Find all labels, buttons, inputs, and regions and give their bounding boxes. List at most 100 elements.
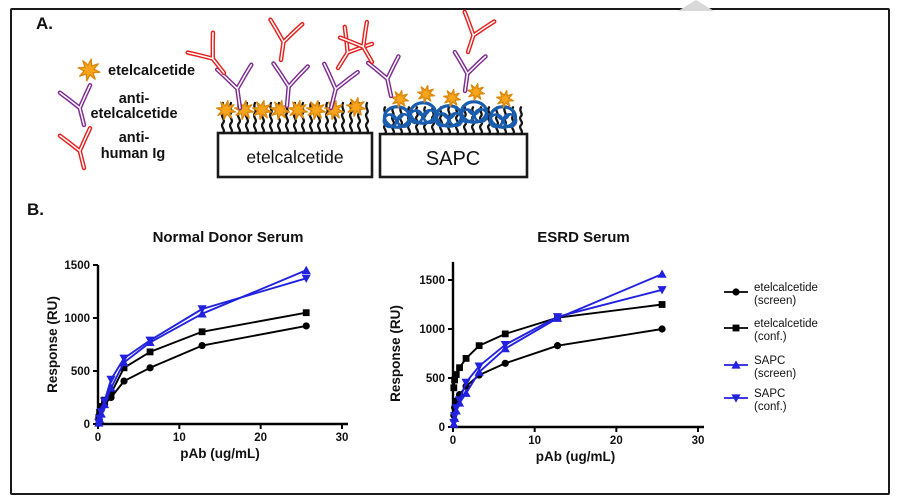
data-point-square bbox=[450, 384, 458, 392]
data-point-circle bbox=[302, 322, 310, 330]
x-tick-label: 20 bbox=[254, 432, 267, 444]
sapc-loop bbox=[441, 112, 457, 120]
data-point-square bbox=[456, 364, 463, 372]
series-line-circle bbox=[452, 328, 663, 416]
data-point-triangle-down bbox=[451, 404, 461, 413]
sapc-loop bbox=[466, 108, 482, 116]
data-point-triangle-down bbox=[449, 418, 459, 428]
bound-anti-human-ig-icon bbox=[185, 30, 227, 76]
data-point-triangle-up bbox=[474, 367, 484, 376]
key-label-etelcalcetide: etelcalcetide bbox=[108, 63, 195, 79]
x-tick-label: 20 bbox=[610, 435, 623, 447]
sapc-molecule-icon bbox=[382, 105, 412, 129]
dextran-chain-icon bbox=[364, 101, 370, 135]
surface-star-icon bbox=[270, 99, 290, 121]
data-point-triangle-down bbox=[119, 354, 129, 363]
page-curl-artifact bbox=[678, 0, 714, 11]
antibody-inner-line bbox=[323, 63, 359, 109]
series-line-triangle-down bbox=[97, 277, 307, 423]
legend-label-line2: (screen) bbox=[754, 368, 796, 380]
data-point-square bbox=[475, 342, 483, 350]
data-point-triangle-up bbox=[301, 265, 311, 274]
y-tick-label: 1500 bbox=[64, 260, 90, 272]
key-anti-etelcalcetide-icon bbox=[57, 83, 93, 128]
x-tick-label: 30 bbox=[692, 435, 705, 447]
sapc-star-icon bbox=[391, 89, 409, 109]
data-point-triangle-up bbox=[657, 269, 667, 278]
sapc-loop bbox=[389, 113, 405, 121]
dextran-chain-icon bbox=[398, 106, 404, 136]
data-point-square bbox=[107, 389, 115, 397]
sapc-loop bbox=[408, 101, 438, 125]
bound-anti-human-ig-icon bbox=[335, 24, 375, 71]
x-tick-label: 10 bbox=[528, 435, 541, 447]
y-tick-label: 1000 bbox=[419, 324, 445, 336]
data-point-triangle-down bbox=[301, 274, 311, 283]
data-point-circle bbox=[198, 341, 206, 350]
key-label-anti-etelcalcetide: etelcalcetide bbox=[90, 106, 177, 122]
sapc-star-icon bbox=[417, 84, 435, 104]
legend-label-line2: (conf.) bbox=[754, 331, 787, 343]
dextran-chain-icon bbox=[454, 106, 460, 136]
key-star-icon bbox=[77, 58, 101, 82]
data-point-square bbox=[146, 348, 154, 356]
chart-title: Normal Donor Serum bbox=[153, 229, 304, 246]
data-point-triangle-down bbox=[552, 313, 563, 322]
key-anti-human-ig-icon bbox=[57, 126, 93, 171]
data-point-circle bbox=[120, 377, 128, 385]
legend-marker-circle bbox=[732, 288, 740, 296]
bound-anti-etelcalcetide-icon bbox=[214, 62, 254, 111]
sapc-star-icon bbox=[467, 82, 485, 102]
data-point-square bbox=[302, 309, 310, 317]
bound-anti-etelcalcetide-icon bbox=[322, 61, 360, 111]
sapc-star-icon bbox=[443, 88, 461, 108]
data-point-square bbox=[658, 301, 666, 308]
antibody-inner-line bbox=[367, 55, 400, 97]
legend-label-line1: SAPC bbox=[754, 355, 785, 367]
data-point-circle bbox=[658, 325, 666, 333]
surface-star-icon bbox=[215, 99, 237, 121]
y-axis-label: Response (RU) bbox=[388, 305, 403, 402]
figure-border bbox=[10, 8, 890, 495]
antibody-inner-line bbox=[463, 11, 495, 53]
surface-star-icon bbox=[346, 96, 366, 118]
data-point-triangle-down bbox=[99, 397, 110, 406]
data-point-circle bbox=[553, 342, 562, 350]
data-point-square bbox=[462, 355, 470, 362]
bound-anti-human-ig-icon bbox=[462, 9, 497, 55]
dextran-chain-icon bbox=[284, 101, 290, 135]
data-point-triangle-down bbox=[106, 375, 116, 385]
surface-star-icon bbox=[251, 99, 272, 121]
bound-anti-human-ig-icon bbox=[337, 19, 375, 65]
chart-title: ESRD Serum bbox=[537, 229, 630, 246]
dextran-chain-icon bbox=[494, 106, 500, 136]
dextran-chain-icon bbox=[438, 106, 444, 136]
chart-legend: etelcalcetide(screen)etelcalcetide(conf.… bbox=[724, 282, 818, 413]
data-point-square bbox=[198, 328, 206, 336]
data-point-triangle-up bbox=[461, 388, 471, 397]
etelcalcetide-box-label: etelcalcetide bbox=[246, 147, 343, 167]
antibody-inner-line bbox=[59, 84, 91, 126]
surface-star-icon bbox=[306, 99, 326, 121]
antibody-inner-line bbox=[269, 18, 304, 61]
bound-anti-etelcalcetide-icon bbox=[452, 49, 488, 94]
sapc-surface-box bbox=[378, 132, 529, 179]
y-axis-label: Response (RU) bbox=[45, 296, 60, 393]
x-axis-label: pAb (ug/mL) bbox=[180, 446, 259, 461]
dextran-chain-icon bbox=[518, 106, 524, 136]
data-point-circle bbox=[146, 364, 154, 372]
legend-label-line1: etelcalcetide bbox=[754, 318, 818, 330]
data-point-square bbox=[501, 330, 509, 338]
legend-marker-triangle-up bbox=[731, 360, 741, 369]
legend-marker-square bbox=[732, 324, 740, 332]
bound-anti-human-ig-icon bbox=[268, 17, 305, 63]
antibody-inner-line bbox=[59, 127, 91, 169]
x-axis-label: pAb (ug/mL) bbox=[536, 449, 615, 464]
data-point-triangle-down bbox=[461, 378, 471, 388]
antibody-inner-line bbox=[337, 26, 373, 69]
series-line-circle bbox=[97, 324, 307, 419]
y-tick-label: 0 bbox=[439, 422, 445, 434]
key-label-human-ig: human Ig bbox=[101, 146, 165, 162]
sapc-loop bbox=[495, 113, 511, 121]
